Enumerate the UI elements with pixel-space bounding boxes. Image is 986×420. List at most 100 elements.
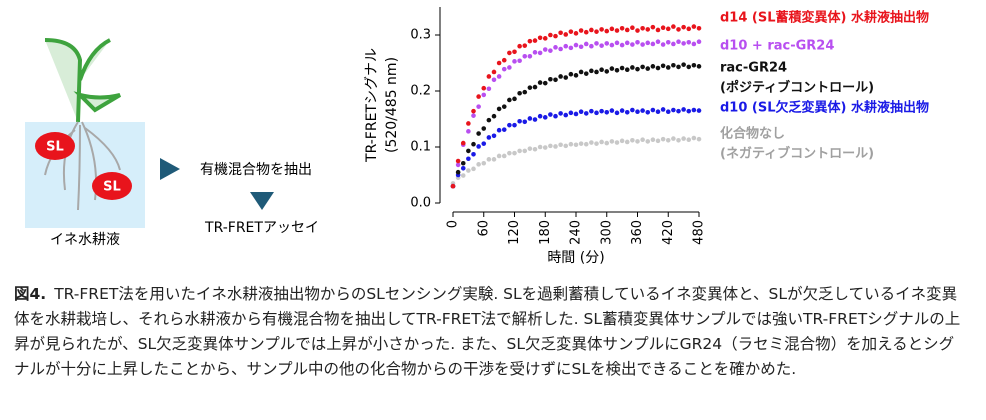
data-point: [471, 166, 476, 172]
data-point: [660, 136, 666, 142]
legend-entry: d10 + rac-GR24: [720, 39, 834, 54]
legend-entry: 化合物なし: [720, 126, 785, 142]
sl-blob: [35, 132, 75, 160]
data-point: [640, 108, 645, 113]
data-point: [563, 112, 569, 118]
data-point: [476, 104, 481, 109]
data-point: [671, 136, 676, 141]
data-point: [655, 65, 661, 71]
data-point: [537, 113, 543, 119]
data-point: [466, 121, 471, 126]
data-point: [589, 140, 594, 145]
data-point: [507, 122, 512, 128]
data-point: [522, 119, 528, 125]
data-point: [686, 108, 692, 114]
data-point: [640, 137, 645, 143]
data-point: [660, 42, 666, 47]
data-point: [681, 24, 686, 30]
data-point: [635, 28, 640, 33]
y-tick-label: 0.1: [410, 140, 431, 155]
data-point: [655, 39, 661, 45]
data-point: [609, 26, 615, 32]
data-point: [471, 141, 476, 147]
data-point: [542, 80, 548, 86]
data-point: [568, 71, 574, 77]
data-point: [491, 77, 497, 83]
data-point: [655, 138, 661, 144]
arrow-down: [250, 192, 274, 210]
data-point: [501, 66, 507, 72]
data-point: [691, 135, 697, 141]
data-point: [553, 45, 558, 50]
data-point: [589, 108, 594, 114]
data-point: [491, 133, 497, 139]
data-point: [481, 92, 487, 98]
data-point: [491, 157, 497, 162]
data-point: [583, 41, 589, 47]
x-tick-label: 60: [476, 220, 491, 237]
data-point: [558, 74, 563, 79]
data-point: [604, 69, 610, 74]
x-tick-label: 0: [446, 220, 461, 228]
data-point: [614, 140, 620, 145]
data-point: [527, 116, 533, 121]
data-point: [594, 29, 599, 34]
data-point: [691, 62, 697, 68]
data-point: [532, 84, 538, 90]
data-point: [599, 108, 604, 114]
data-point: [665, 109, 671, 115]
data-point: [517, 43, 522, 49]
data-point: [589, 43, 594, 49]
data-point: [501, 153, 507, 159]
data-point: [527, 53, 533, 59]
data-point: [522, 53, 528, 59]
data-point: [507, 97, 512, 103]
data-point: [640, 64, 645, 70]
data-point: [517, 90, 522, 96]
data-point: [686, 137, 692, 143]
data-point: [604, 41, 610, 46]
data-point: [512, 150, 517, 156]
data-point: [553, 77, 558, 83]
figure: SL SL イネ水耕液 有機混合物を抽出 TR-FRETアッセイ TR-FRET…: [25, 7, 929, 266]
data-point: [563, 32, 569, 37]
data-point: [501, 104, 507, 109]
data-point: [594, 141, 599, 146]
data-point: [583, 71, 589, 76]
data-point: [496, 127, 502, 133]
data-point: [609, 139, 615, 144]
data-point: [583, 111, 589, 116]
arrow-right: [160, 158, 180, 180]
data-point: [676, 108, 681, 114]
data-point: [548, 143, 553, 149]
data-point: [609, 66, 615, 71]
data-point: [645, 109, 651, 115]
data-point: [696, 108, 702, 113]
data-point: [553, 113, 558, 119]
data-point: [563, 75, 569, 80]
data-point: [542, 145, 548, 150]
data-point: [619, 42, 625, 48]
data-point: [573, 73, 579, 78]
data-point: [460, 160, 466, 166]
data-point: [635, 66, 640, 72]
data-point: [604, 28, 610, 34]
data-point: [630, 137, 635, 143]
data-point: [655, 109, 661, 115]
data-point: [517, 118, 522, 124]
data-point: [676, 137, 681, 143]
data-point: [573, 31, 579, 36]
data-point: [645, 66, 651, 71]
data-point: [660, 25, 666, 31]
data-point: [619, 108, 625, 113]
data-point: [691, 24, 697, 29]
data-point: [568, 110, 574, 116]
data-point: [512, 96, 517, 102]
data-point: [635, 109, 640, 115]
data-point: [460, 173, 466, 178]
data-point: [681, 41, 686, 46]
data-point: [578, 109, 584, 115]
data-point: [594, 41, 599, 46]
data-point: [537, 35, 543, 41]
data-point: [455, 162, 461, 168]
